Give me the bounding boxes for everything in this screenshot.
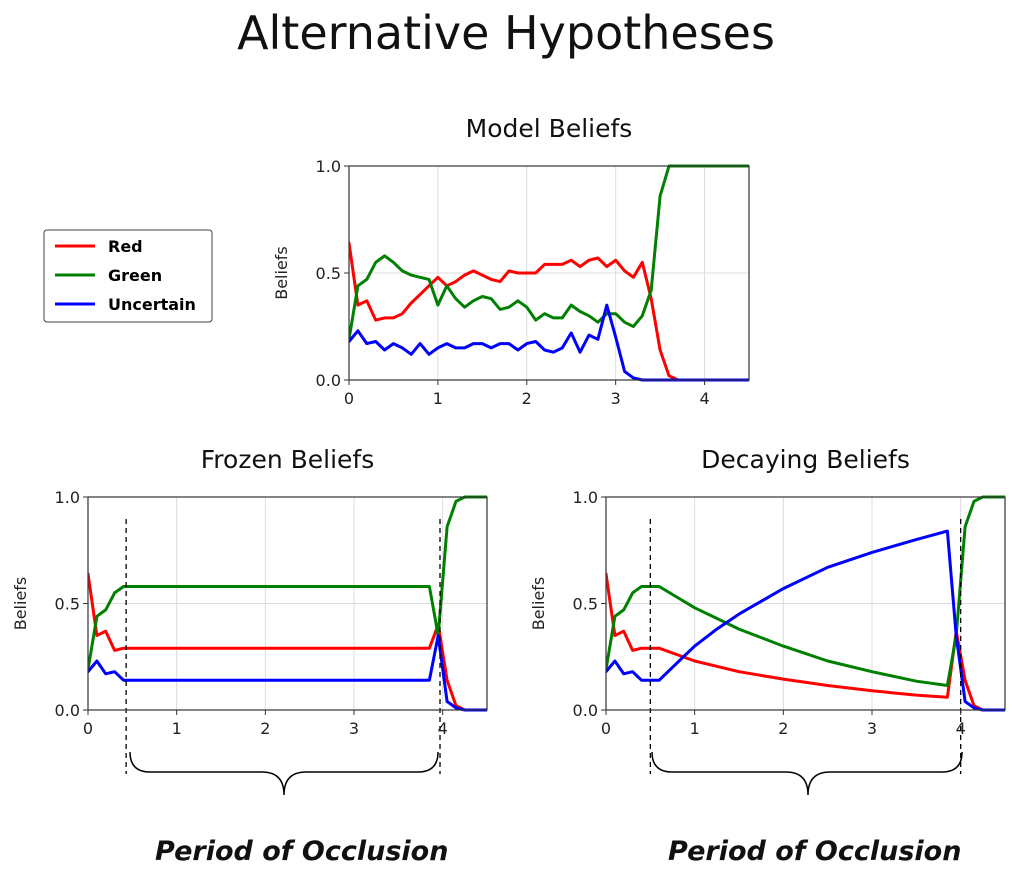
frozen-xtick-label-0: 0 — [83, 719, 93, 738]
model-series-green-line — [349, 164, 749, 341]
frozen-ylabel: Beliefs — [11, 577, 30, 631]
model-ytick-label-2: 1.0 — [316, 157, 341, 176]
occlusion-brace-left — [129, 751, 439, 796]
decaying-series-red-line — [606, 572, 1005, 712]
model-xtick-label-2: 2 — [522, 389, 532, 408]
occlusion-brace-right — [651, 751, 963, 796]
model-ytick-label-0: 0.0 — [316, 371, 341, 390]
frozen-ytick-label-1: 0.5 — [55, 595, 80, 614]
legend-label-green: Green — [108, 266, 162, 285]
model-xtick-label-3: 3 — [611, 389, 621, 408]
legend-label-uncertain: Uncertain — [108, 295, 196, 314]
frozen-series-uncertain-line — [88, 634, 487, 712]
legend-item-red: Red — [55, 237, 143, 256]
model-ylabel: Beliefs — [272, 246, 291, 300]
legend: Red Green Uncertain — [43, 229, 213, 323]
model-series-group — [349, 164, 749, 382]
main-title: Alternative Hypotheses — [237, 6, 775, 60]
decaying-series-green-line — [606, 495, 1005, 687]
occlusion-label-right: Period of Occlusion — [668, 836, 962, 867]
frozen-series-group — [88, 495, 487, 712]
decaying-series-group — [606, 495, 1005, 712]
decaying-ylabel: Beliefs — [529, 577, 548, 631]
frozen-title: Frozen Beliefs — [201, 445, 375, 474]
decaying-beliefs-chart: 0 1 2 3 4 0.0 0.5 1.0 Beliefs Decaying Beliefs — [529, 445, 1006, 774]
decaying-ytick-label-1: 0.5 — [573, 595, 598, 614]
decaying-xtick-label-0: 0 — [601, 719, 611, 738]
legend-item-uncertain: Uncertain — [55, 295, 196, 314]
decaying-ytick-label-2: 1.0 — [573, 488, 598, 507]
frozen-ytick-label-0: 0.0 — [55, 701, 80, 720]
decaying-xtick-label-1: 1 — [690, 719, 700, 738]
frozen-ytick-label-2: 1.0 — [55, 488, 80, 507]
decaying-xtick-label-3: 3 — [867, 719, 877, 738]
occlusion-label-left: Period of Occlusion — [155, 836, 449, 867]
legend-label-red: Red — [108, 237, 143, 256]
legend-box — [43, 229, 213, 323]
model-xtick-label-1: 1 — [433, 389, 443, 408]
frozen-xtick-label-4: 4 — [438, 719, 448, 738]
decaying-xtick-label-2: 2 — [778, 719, 788, 738]
frozen-xtick-label-2: 2 — [260, 719, 270, 738]
model-beliefs-chart: 0 1 2 3 4 0.0 0.5 1.0 Beliefs Model Beliefs — [272, 114, 750, 408]
frozen-series-green-line — [88, 495, 487, 671]
decaying-ytick-label-0: 0.0 — [573, 701, 598, 720]
frozen-xtick-label-1: 1 — [172, 719, 182, 738]
frozen-series-red-line — [88, 572, 487, 712]
legend-item-green: Green — [55, 266, 162, 285]
frozen-beliefs-chart: 0 1 2 3 4 0.0 0.5 1.0 Beliefs Frozen Beliefs — [11, 445, 488, 774]
decaying-xtick-label-4: 4 — [956, 719, 966, 738]
model-series-red-line — [349, 241, 749, 382]
decaying-title: Decaying Beliefs — [701, 445, 910, 474]
model-xtick-label-0: 0 — [344, 389, 354, 408]
decaying-series-uncertain-line — [606, 529, 1005, 712]
model-ytick-label-1: 0.5 — [316, 264, 341, 283]
model-series-uncertain-line — [349, 303, 749, 382]
model-xtick-label-4: 4 — [699, 389, 709, 408]
frozen-xtick-label-3: 3 — [349, 719, 359, 738]
model-title: Model Beliefs — [466, 114, 633, 143]
